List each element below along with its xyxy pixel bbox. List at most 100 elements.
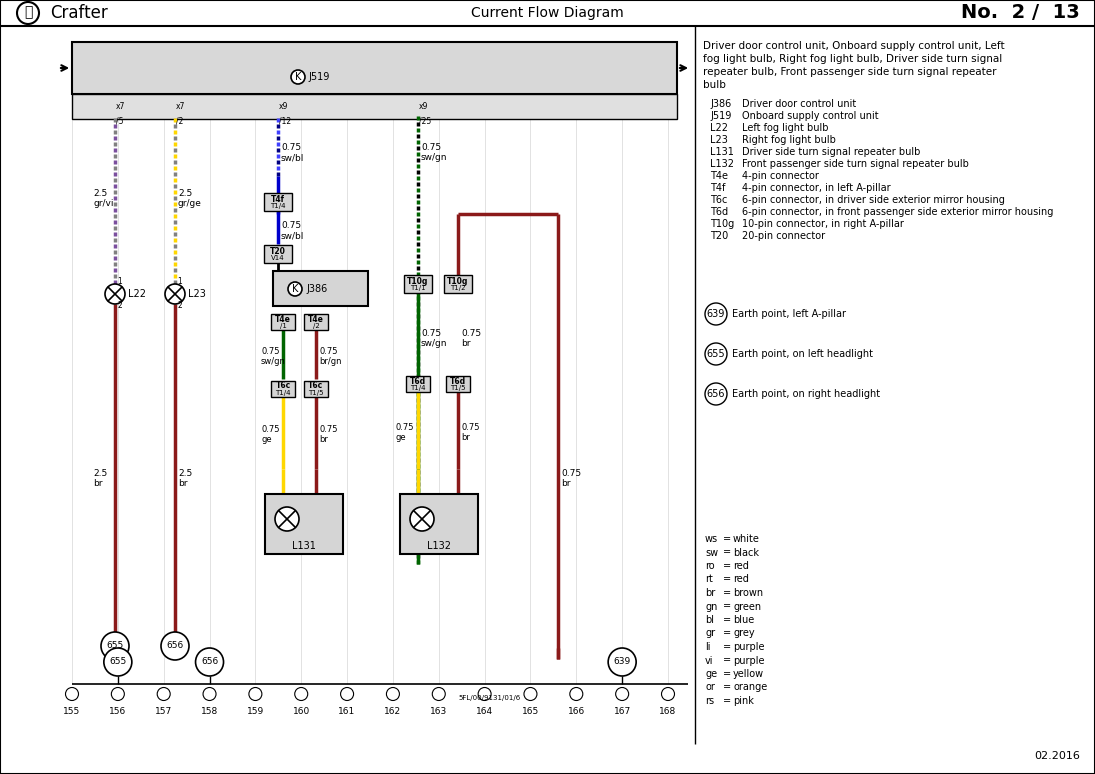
Text: rt: rt [705,574,713,584]
Text: L131: L131 [710,147,734,157]
Text: 163: 163 [430,707,448,715]
Text: br: br [705,588,715,598]
Text: 167: 167 [613,707,631,715]
Text: 156: 156 [110,707,126,715]
Text: grey: grey [733,628,754,639]
Text: /25: /25 [419,116,431,125]
Text: gr/ge: gr/ge [178,200,201,208]
Text: T6d: T6d [450,376,466,385]
Text: purple: purple [733,656,764,666]
Circle shape [196,648,223,676]
Text: 161: 161 [338,707,356,715]
Circle shape [705,343,727,365]
Text: T1/5: T1/5 [450,385,465,391]
Text: gr/vi: gr/vi [93,200,114,208]
Text: sw/gn: sw/gn [420,340,448,348]
Text: =: = [723,615,731,625]
Circle shape [525,687,537,700]
Circle shape [165,284,185,304]
Text: 159: 159 [246,707,264,715]
Text: Crafter: Crafter [50,4,107,22]
Text: K: K [295,72,301,82]
Text: L132: L132 [427,541,451,551]
Text: 656: 656 [706,389,725,399]
Text: sw/gn: sw/gn [420,153,448,163]
Text: Driver door control unit: Driver door control unit [742,99,856,109]
Circle shape [387,687,400,700]
Circle shape [249,687,262,700]
Text: Driver side turn signal repeater bulb: Driver side turn signal repeater bulb [742,147,921,157]
Text: T1/2: T1/2 [450,285,465,291]
Text: 1: 1 [177,276,182,286]
Bar [264,193,292,211]
Text: 0.75: 0.75 [561,470,581,478]
Text: Right fog light bulb: Right fog light bulb [742,135,835,145]
Text: Earth point, on left headlight: Earth point, on left headlight [731,349,873,359]
Text: yellow: yellow [733,669,764,679]
Text: =: = [723,656,731,666]
Text: br: br [461,433,470,443]
Text: L22: L22 [128,289,146,299]
Circle shape [104,648,131,676]
Circle shape [112,687,125,700]
Bar [72,42,677,94]
Text: 0.75: 0.75 [261,348,279,357]
Text: black: black [733,547,759,557]
Circle shape [18,2,39,24]
Text: ge: ge [261,436,272,444]
Text: pink: pink [733,696,753,706]
Text: purple: purple [733,642,764,652]
Text: bulb: bulb [703,80,726,90]
Text: ws: ws [705,534,718,544]
Text: sw/bl: sw/bl [281,153,304,163]
Text: Current Flow Diagram: Current Flow Diagram [471,6,623,20]
Text: 02.2016: 02.2016 [1034,751,1080,761]
Circle shape [161,632,189,660]
Text: T20: T20 [710,231,728,241]
Circle shape [705,383,727,405]
Text: Left fog light bulb: Left fog light bulb [742,123,829,133]
Text: T4f: T4f [270,194,285,204]
Text: repeater bulb, Front passenger side turn signal repeater: repeater bulb, Front passenger side turn… [703,67,996,77]
Text: =: = [723,628,731,639]
Text: T20: T20 [270,246,286,255]
Text: No.  2 /  13: No. 2 / 13 [961,4,1080,22]
Text: Ⓥ: Ⓥ [24,5,32,19]
Text: 0.75: 0.75 [281,143,301,152]
Circle shape [615,687,629,700]
Text: 160: 160 [292,707,310,715]
Text: L22: L22 [710,123,728,133]
Text: 2: 2 [177,302,182,310]
Text: 164: 164 [476,707,493,715]
Text: blue: blue [733,615,754,625]
Text: T6c: T6c [309,382,324,391]
Text: vi: vi [705,656,714,666]
Circle shape [288,282,302,296]
Text: /1: /1 [279,323,287,329]
Text: 155: 155 [64,707,81,715]
Text: 0.75: 0.75 [420,143,441,152]
Text: 20-pin connector: 20-pin connector [742,231,826,241]
Text: 0.75: 0.75 [261,426,279,434]
Text: 165: 165 [522,707,539,715]
Text: =: = [723,547,731,557]
Circle shape [158,687,170,700]
Text: 6-pin connector, in front passenger side exterior mirror housing: 6-pin connector, in front passenger side… [742,207,1053,217]
Text: Driver door control unit, Onboard supply control unit, Left: Driver door control unit, Onboard supply… [703,41,1004,51]
Circle shape [705,303,727,325]
Text: 166: 166 [567,707,585,715]
Text: sw/bl: sw/bl [281,231,304,241]
Text: V14: V14 [272,255,285,261]
Text: orange: orange [733,683,768,693]
Circle shape [105,284,125,304]
Text: T10g: T10g [448,276,469,286]
Circle shape [295,687,308,700]
Circle shape [203,687,216,700]
Text: =: = [723,669,731,679]
Text: =: = [723,683,731,693]
Text: L23: L23 [188,289,206,299]
Bar [400,494,479,554]
Text: li: li [705,642,711,652]
Text: x7: x7 [116,102,125,111]
Text: =: = [723,534,731,544]
